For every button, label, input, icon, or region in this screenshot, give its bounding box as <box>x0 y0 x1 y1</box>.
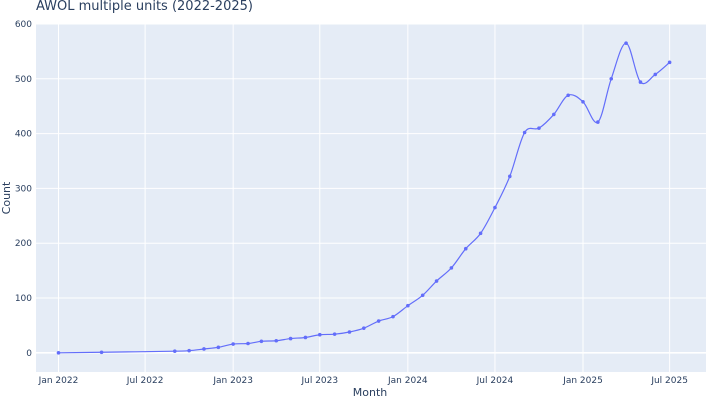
x-tick-label: Jan 2025 <box>562 376 603 386</box>
data-point <box>202 347 206 351</box>
data-point <box>303 335 308 340</box>
chart-title: AWOL multiple units (2022-2025) <box>36 0 253 14</box>
data-point <box>596 120 600 124</box>
data-point <box>420 293 425 298</box>
data-point <box>667 60 672 65</box>
y-tick-label: 100 <box>15 294 32 304</box>
data-point <box>376 319 381 323</box>
x-tick-label: Jan 2022 <box>38 376 79 386</box>
grid <box>36 23 706 372</box>
data-point <box>434 279 439 283</box>
data-point <box>507 174 512 179</box>
data-point <box>537 126 541 130</box>
series-markers <box>56 41 672 355</box>
y-tick-label: 0 <box>26 349 32 359</box>
data-point <box>406 303 410 308</box>
data-point <box>56 351 61 355</box>
data-point <box>478 231 483 236</box>
y-axis-ticks: 0 100 200 300 400 500 600 <box>15 20 32 359</box>
data-point <box>347 330 352 334</box>
data-point <box>259 339 264 344</box>
y-axis-title: Count <box>0 181 13 214</box>
data-point <box>609 77 614 81</box>
data-point <box>581 100 585 104</box>
x-tick-label: Jul 2023 <box>300 376 338 386</box>
y-tick-label: 300 <box>15 184 32 194</box>
data-point <box>274 338 279 343</box>
data-point <box>172 349 177 353</box>
data-point <box>653 72 658 77</box>
data-point <box>552 112 556 117</box>
x-tick-label: Jul 2024 <box>476 376 514 386</box>
data-point <box>288 336 293 341</box>
x-tick-label: Jul 2025 <box>650 376 688 386</box>
x-tick-label: Jan 2024 <box>387 376 428 386</box>
data-point <box>566 93 570 98</box>
data-point <box>216 345 221 350</box>
data-point <box>231 342 235 346</box>
data-point <box>317 332 322 337</box>
data-point <box>362 326 366 330</box>
y-tick-label: 200 <box>15 239 32 249</box>
y-tick-label: 400 <box>15 130 32 140</box>
plot-area <box>36 24 706 372</box>
data-point <box>99 350 104 355</box>
x-axis-title: Month <box>353 386 388 399</box>
data-point <box>449 266 454 270</box>
data-point <box>638 80 643 84</box>
y-tick-label: 500 <box>15 75 32 85</box>
data-point <box>332 332 337 336</box>
x-axis-ticks: Jan 2022 Jul 2022 Jan 2023 Jul 2023 Jan 2024… <box>38 376 688 386</box>
data-point <box>246 341 250 346</box>
data-point <box>391 314 395 319</box>
y-tick-label: 600 <box>15 20 32 30</box>
data-point <box>624 41 628 45</box>
data-point <box>187 348 191 353</box>
x-tick-label: Jul 2022 <box>126 376 164 386</box>
data-point <box>522 130 527 135</box>
x-tick-label: Jan 2023 <box>212 376 253 386</box>
data-point <box>493 205 497 210</box>
data-point <box>463 246 468 251</box>
